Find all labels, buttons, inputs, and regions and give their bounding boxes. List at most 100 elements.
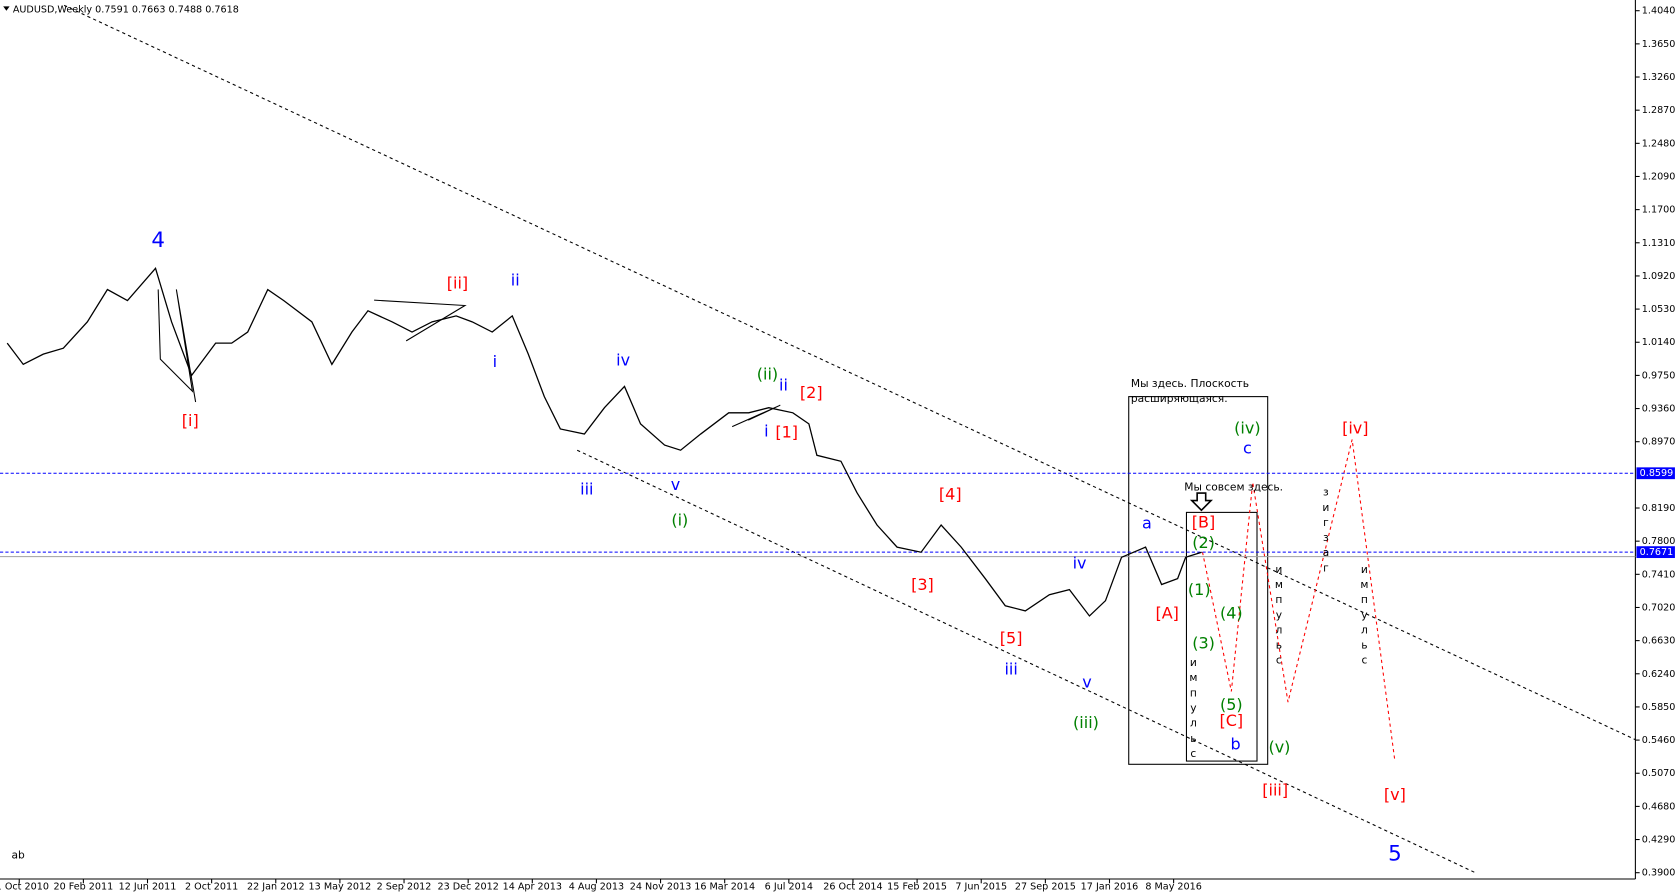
note: Мы здесь. Плоскость xyxy=(1131,377,1249,390)
vertical-note: импульс xyxy=(1272,563,1285,669)
channel-line xyxy=(576,449,1476,874)
box xyxy=(1128,396,1269,765)
y-tick-label: 1.1310 xyxy=(1642,238,1676,249)
y-tick-label: 1.2870 xyxy=(1642,105,1676,116)
y-tick-label: 1.2480 xyxy=(1642,138,1676,149)
x-tick-label: 20 Feb 2011 xyxy=(53,881,113,892)
wave-label: [5] xyxy=(1000,628,1023,647)
y-tick-label: 0.8970 xyxy=(1642,437,1676,448)
y-tick-label: 0.9750 xyxy=(1642,370,1676,381)
wave-label: [3] xyxy=(911,575,934,594)
x-tick-label: 4 Aug 2013 xyxy=(569,881,624,892)
wave-label: iv xyxy=(616,351,630,370)
y-tick-label: 0.4680 xyxy=(1642,801,1676,812)
wave-label: ab xyxy=(12,848,26,861)
note: Мы совсем здесь. xyxy=(1184,481,1283,494)
wave-label: [iii] xyxy=(1262,781,1288,800)
wave-label: (5) xyxy=(1220,695,1243,714)
wave-label: i xyxy=(764,421,768,440)
pattern-line xyxy=(157,289,197,403)
price-label: 0.8599 xyxy=(1640,468,1674,479)
x-tick-label: 22 Jan 2012 xyxy=(247,881,305,892)
channel-line xyxy=(63,4,1636,741)
x-tick-label: 15 Feb 2015 xyxy=(887,881,947,892)
x-tick-label: 13 May 2012 xyxy=(309,881,372,892)
wave-label: (v) xyxy=(1268,738,1290,757)
y-tick-label: 1.1700 xyxy=(1642,205,1676,216)
x-tick-label: 27 Sep 2015 xyxy=(1015,881,1076,892)
x-tick-label: 24 Nov 2013 xyxy=(630,881,692,892)
wave-label: ii xyxy=(511,270,520,289)
wave-label: 5 xyxy=(1388,841,1402,866)
wave-label: [2] xyxy=(800,383,823,402)
projection-path xyxy=(1201,439,1396,762)
x-tick-label: 2 Sep 2012 xyxy=(377,881,432,892)
y-tick-label: 0.6240 xyxy=(1642,669,1676,680)
x-tick-label: 8 May 2016 xyxy=(1145,881,1202,892)
wave-label: ii xyxy=(779,375,788,394)
y-tick-label: 0.4290 xyxy=(1642,835,1676,846)
vertical-note: зигзаг xyxy=(1319,486,1332,577)
title-marker xyxy=(3,6,10,11)
price-label-box xyxy=(1636,467,1675,480)
wave-label: (i) xyxy=(671,510,688,529)
y-tick-label: 0.7800 xyxy=(1642,536,1676,547)
wave-label: (iii) xyxy=(1073,713,1099,732)
y-tick-label: 0.8190 xyxy=(1642,503,1676,514)
wave-label: 4 xyxy=(151,228,165,253)
x-tick-label: 14 Apr 2013 xyxy=(503,881,562,892)
price-line xyxy=(6,266,1202,617)
y-tick-label: 1.0920 xyxy=(1642,271,1676,282)
price-label-box xyxy=(1636,546,1675,559)
y-tick-label: 0.3900 xyxy=(1642,868,1676,879)
wave-label: [iv] xyxy=(1342,418,1368,437)
wave-label: [i] xyxy=(182,411,199,430)
wave-label: (ii) xyxy=(757,365,778,384)
wave-label: [4] xyxy=(939,485,962,504)
wave-label: iv xyxy=(1073,553,1087,572)
y-tick-label: 1.4040 xyxy=(1642,6,1676,17)
wave-label: a xyxy=(1142,514,1152,533)
y-tick-label: 0.6630 xyxy=(1642,636,1676,647)
y-tick-label: 1.0140 xyxy=(1642,337,1676,348)
y-tick-label: 1.3260 xyxy=(1642,72,1676,83)
wave-label: [B] xyxy=(1192,513,1215,532)
price-label: 0.7671 xyxy=(1640,547,1674,558)
y-tick-label: 0.7020 xyxy=(1642,602,1676,613)
wave-label: [v] xyxy=(1384,785,1406,804)
y-tick-label: 0.9360 xyxy=(1642,404,1676,415)
wave-label: [C] xyxy=(1219,711,1243,730)
vertical-note: импульс xyxy=(1358,563,1371,669)
wave-label: (2) xyxy=(1192,533,1215,552)
wave-label: iii xyxy=(1004,659,1017,678)
arrow xyxy=(1189,492,1213,512)
x-tick-label: 31 Oct 2010 xyxy=(0,881,49,892)
x-tick-label: 23 Dec 2012 xyxy=(437,881,498,892)
x-tick-label: 16 Mar 2014 xyxy=(694,881,755,892)
wave-label: [1] xyxy=(775,423,798,442)
wave-label: i xyxy=(493,352,497,371)
wave-label: b xyxy=(1231,734,1241,753)
note: расширяющаяся. xyxy=(1131,392,1228,405)
vertical-note: импульс xyxy=(1187,656,1200,762)
wave-label: v xyxy=(1082,672,1092,691)
x-tick-label: 2 Oct 2011 xyxy=(185,881,238,892)
x-tick-label: 6 Jul 2014 xyxy=(765,881,813,892)
wave-label: (3) xyxy=(1192,634,1215,653)
x-tick-label: 12 Jun 2011 xyxy=(119,881,177,892)
wave-label: (1) xyxy=(1188,580,1211,599)
wave-label: [A] xyxy=(1155,604,1178,623)
y-tick-label: 1.0530 xyxy=(1642,304,1676,315)
wave-label: [ii] xyxy=(447,274,468,293)
wave-label: (4) xyxy=(1220,604,1243,623)
y-tick-label: 0.5460 xyxy=(1642,735,1676,746)
y-tick-label: 1.2090 xyxy=(1642,171,1676,182)
x-tick-label: 7 Jun 2015 xyxy=(955,881,1007,892)
y-tick-label: 1.3650 xyxy=(1642,39,1676,50)
pattern-line xyxy=(731,404,781,428)
wave-label: c xyxy=(1243,439,1252,458)
wave-label: (iv) xyxy=(1234,418,1260,437)
y-tick-label: 0.5070 xyxy=(1642,768,1676,779)
x-tick-label: 26 Oct 2014 xyxy=(823,881,882,892)
